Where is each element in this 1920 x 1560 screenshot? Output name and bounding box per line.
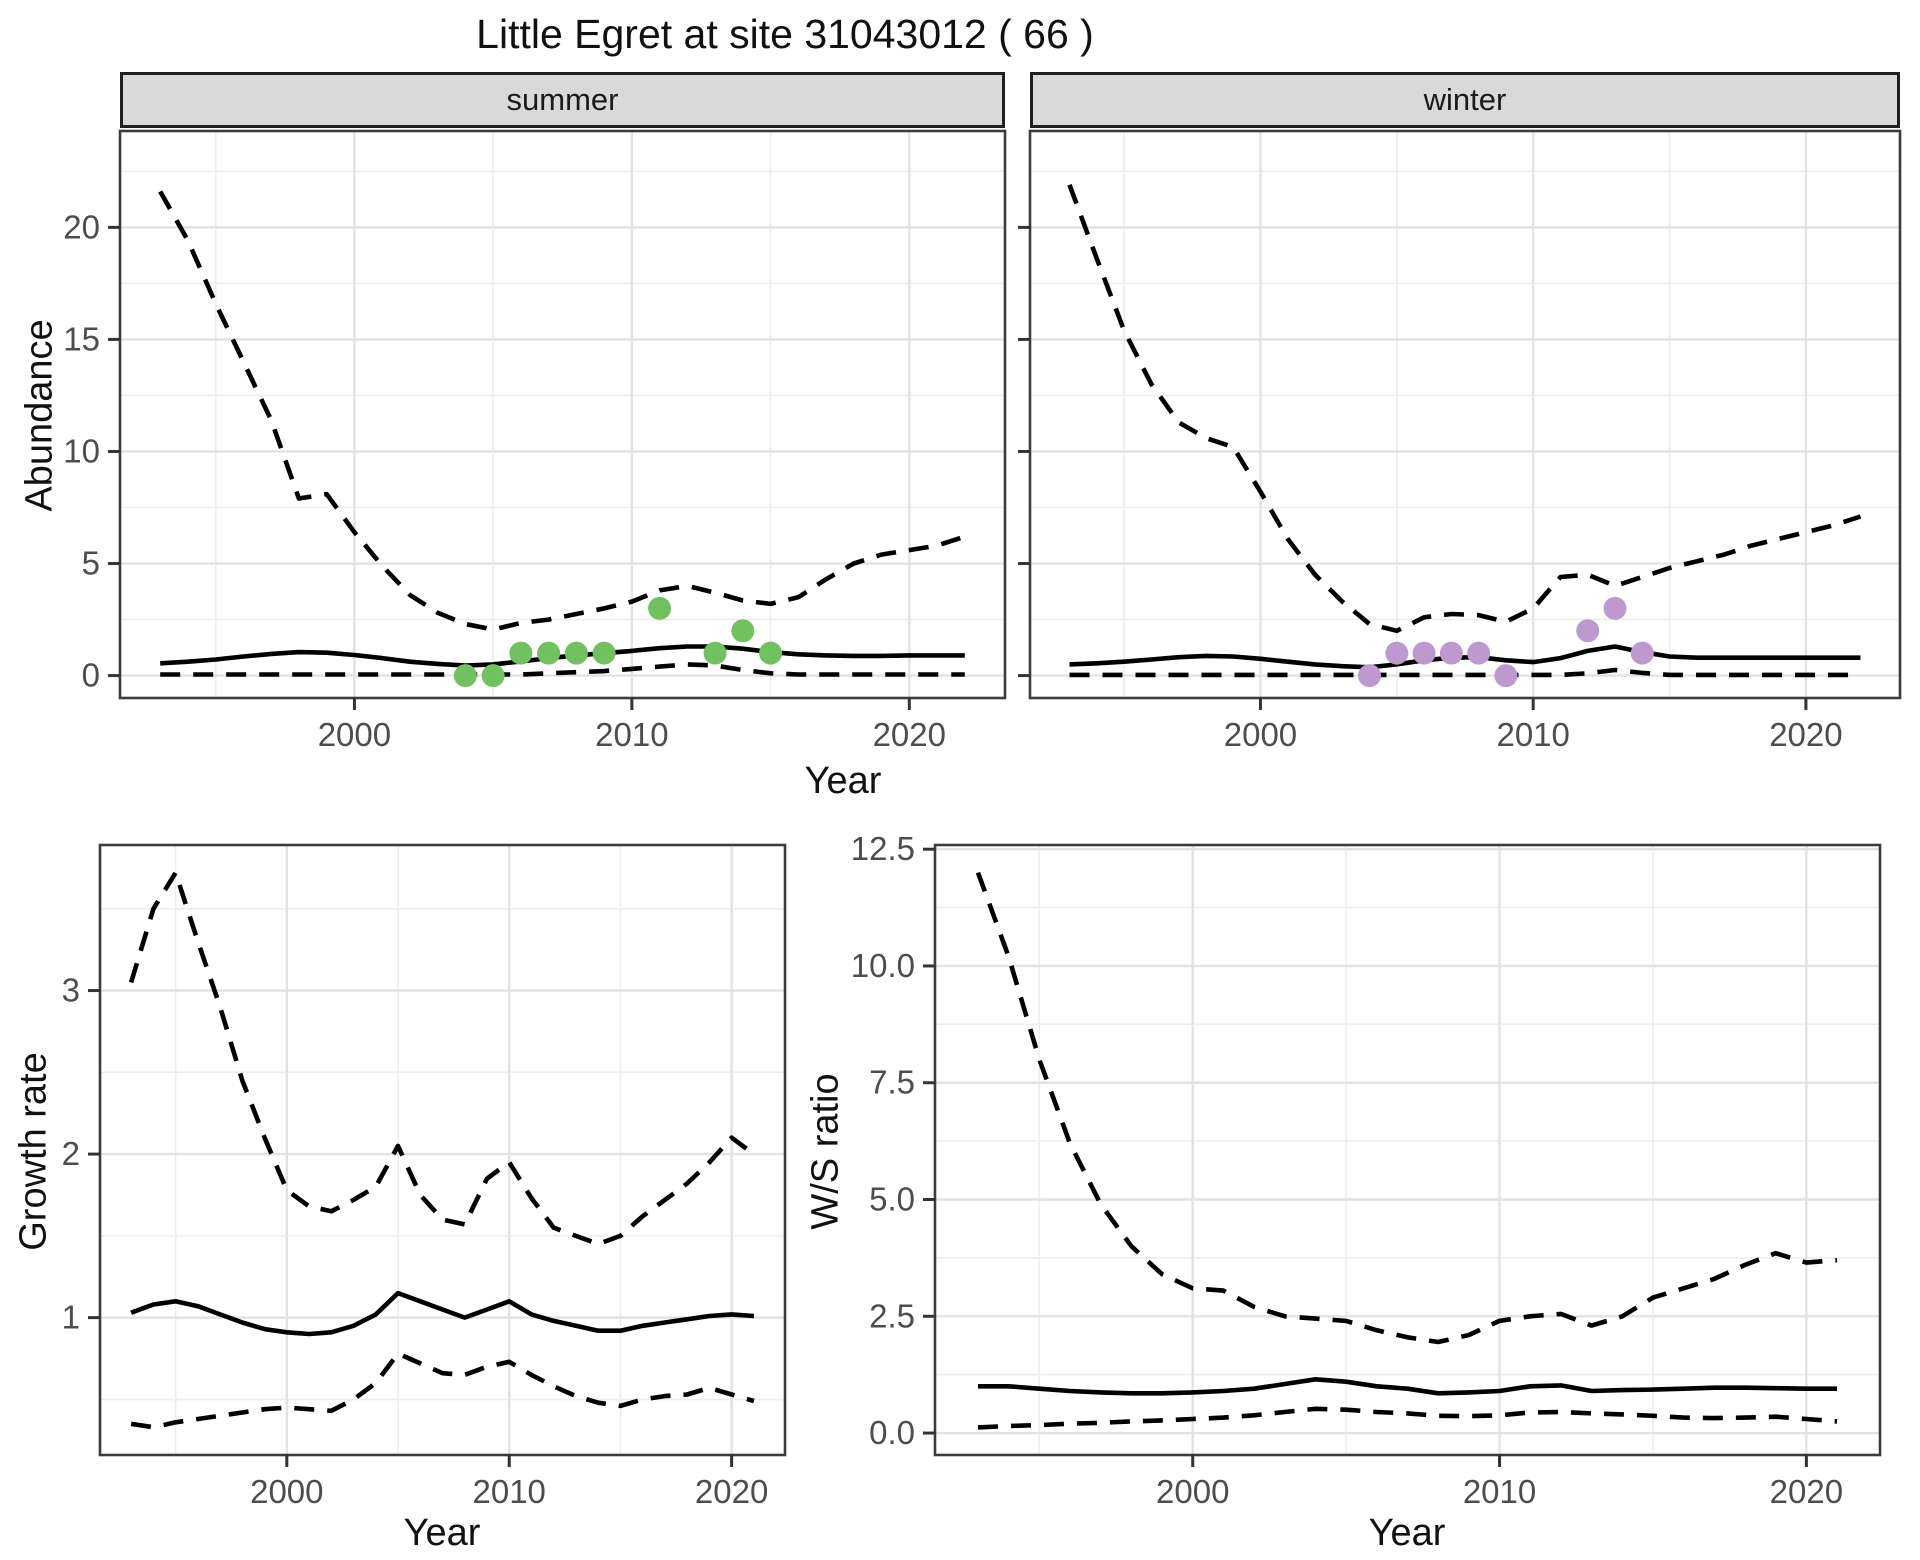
observed-counts-winter-point — [1630, 641, 1654, 665]
panel-background — [935, 845, 1880, 1455]
x-tick-label: 2000 — [1156, 1473, 1229, 1510]
x-tick-label: 2000 — [1224, 716, 1297, 753]
y-tick-label: 10 — [63, 432, 100, 469]
panel-background — [100, 845, 785, 1455]
panel-border — [118, 129, 1007, 700]
x-tick-label: 2020 — [873, 716, 946, 753]
panel-border — [1028, 129, 1902, 700]
panel-winter-abundance: 2000 2010 2020 — [1018, 129, 1902, 753]
x-tick-label: 2010 — [1463, 1473, 1536, 1510]
ws-ratio-upper_ci-line — [975, 871, 1838, 1345]
observed-counts-summer-point — [453, 664, 477, 688]
winter-abundance-mean-line — [1069, 644, 1861, 670]
y-tick-label: 3 — [62, 972, 80, 1009]
ws-ratio-mean-line — [978, 1377, 1837, 1396]
observed-counts-summer-point — [703, 641, 727, 665]
facet-strip-summer: summer — [120, 72, 1005, 128]
observed-counts-winter-point — [1467, 641, 1491, 665]
observed-counts-summer-point — [592, 641, 616, 665]
summer-abundance-lower_ci-line — [160, 662, 965, 677]
x-tick-label: 2020 — [1770, 1473, 1843, 1510]
observed-counts-winter-point — [1603, 596, 1627, 620]
ws-ratio-lower_ci-line — [977, 1406, 1838, 1430]
abundance-axis-title: Abundance — [18, 319, 61, 512]
ws-ratio-axis-title: W/S ratio — [804, 1073, 847, 1230]
y-tick-label: 0 — [82, 657, 100, 694]
observed-counts-summer-point — [481, 664, 505, 688]
observed-counts-summer-point — [537, 641, 561, 665]
facet-strip-summer-label: summer — [506, 82, 619, 117]
panel-background — [120, 131, 1005, 698]
panel-growth-rate: 2000 2010 2020 1 2 3 — [62, 843, 787, 1510]
observed-counts-summer-point — [564, 641, 588, 665]
y-tick-label: 2.5 — [869, 1297, 915, 1334]
growth-year-axis-title: Year — [403, 1512, 481, 1554]
facet-strip-winter-label: winter — [1423, 82, 1507, 117]
figure-title: Little Egret at site 31043012 ( 66 ) — [476, 11, 1094, 57]
y-tick-label: 20 — [63, 208, 100, 245]
observed-counts-winter-point — [1439, 641, 1463, 665]
y-tick-label: 12.5 — [851, 830, 915, 867]
growth-rate-lower_ci-line — [130, 1351, 755, 1430]
x-tick-label: 2010 — [1496, 716, 1569, 753]
y-tick-label: 10.0 — [851, 947, 915, 984]
observed-counts-summer-point — [759, 641, 783, 665]
observed-counts-winter-point — [1358, 664, 1382, 688]
x-tick-label: 2010 — [473, 1473, 546, 1510]
x-tick-label: 2000 — [250, 1473, 323, 1510]
observed-counts-winter-point — [1385, 641, 1409, 665]
panel-ws-ratio: 2000 2010 2020 0.0 2.5 5.0 7.5 10.0 12.5 — [851, 830, 1882, 1510]
x-tick-label: 2020 — [695, 1473, 768, 1510]
facet-strip-winter: winter — [1030, 72, 1900, 128]
panel-summer-abundance: 2000 2010 2020 0 5 10 15 20 — [63, 129, 1007, 753]
y-tick-label: 5 — [82, 545, 100, 582]
observed-counts-winter-point — [1576, 619, 1600, 643]
winter-abundance-upper_ci-line — [1067, 184, 1862, 634]
panel-border — [98, 843, 787, 1457]
growth-rate-upper_ci-line — [128, 870, 756, 1247]
y-tick-label: 1 — [62, 1299, 80, 1336]
summer-abundance-mean-line — [160, 644, 965, 668]
observed-counts-summer-point — [731, 619, 755, 643]
top-year-axis-title: Year — [804, 760, 882, 802]
y-tick-label: 7.5 — [869, 1064, 915, 1101]
observed-counts-winter-point — [1494, 664, 1518, 688]
ws-year-axis-title: Year — [1368, 1512, 1446, 1554]
y-tick-label: 0.0 — [869, 1414, 915, 1451]
observed-counts-summer-point — [648, 596, 672, 620]
y-tick-label: 15 — [63, 320, 100, 357]
x-tick-label: 2020 — [1769, 716, 1842, 753]
x-tick-label: 2010 — [595, 716, 668, 753]
observed-counts-winter-point — [1412, 641, 1436, 665]
observed-counts-summer-point — [509, 641, 533, 665]
growth-rate-axis-title: Growth rate — [12, 1052, 55, 1251]
x-tick-label: 2000 — [318, 716, 391, 753]
y-tick-label: 5.0 — [869, 1181, 915, 1218]
y-tick-label: 2 — [62, 1135, 80, 1172]
panel-background — [1030, 131, 1900, 698]
growth-rate-mean-line — [130, 1290, 755, 1337]
summer-abundance-upper_ci-line — [158, 190, 966, 632]
panel-border — [933, 843, 1882, 1457]
